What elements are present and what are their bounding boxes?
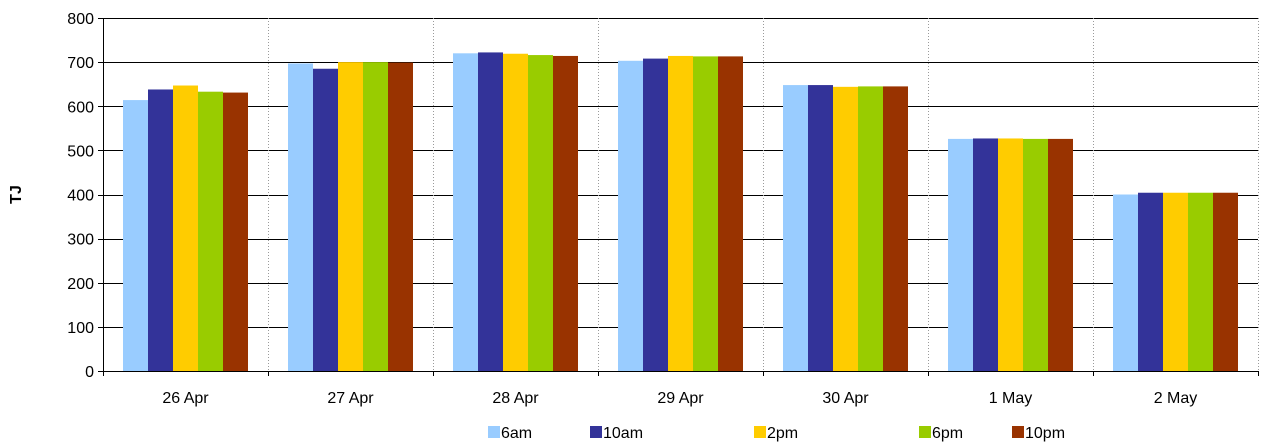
bar-6pm-30-apr xyxy=(858,86,883,372)
legend: 6am 10am 2pm 6pm 10pm xyxy=(488,425,1065,442)
x-tick-label: 28 Apr xyxy=(492,390,539,407)
bar-10am-27-apr xyxy=(313,68,338,372)
bar-10pm-30-apr xyxy=(883,86,908,372)
legend-label: 2pm xyxy=(767,425,798,442)
bar-2pm-29-apr xyxy=(668,55,693,371)
x-tick-label: 30 Apr xyxy=(822,390,869,407)
bar-2pm-30-apr xyxy=(833,86,858,372)
x-tick-label: 29 Apr xyxy=(657,390,704,407)
x-tick-label: 2 May xyxy=(1154,390,1198,407)
legend-item-10am: 10am xyxy=(590,425,643,442)
bar-6am-29-apr xyxy=(618,60,643,372)
bar-6pm-26-apr xyxy=(198,91,223,371)
legend-item-10pm: 10pm xyxy=(1012,425,1065,442)
bar-10pm-28-apr xyxy=(553,55,578,371)
y-tick-label: 400 xyxy=(67,188,94,205)
x-tick-label: 27 Apr xyxy=(327,390,374,407)
bar-10am-29-apr xyxy=(643,58,668,371)
y-axis-tick-labels: 0 100 200 300 400 500 600 700 800 xyxy=(67,11,94,381)
bar-6pm-27-apr xyxy=(363,62,388,371)
bar-10am-2-may xyxy=(1138,192,1163,371)
bar-6am-1-may xyxy=(948,138,973,371)
bar-6am-30-apr xyxy=(783,85,808,371)
chart-axes xyxy=(98,18,1259,376)
legend-swatch xyxy=(590,426,602,438)
y-tick-label: 800 xyxy=(67,11,94,28)
bar-10pm-27-apr xyxy=(388,62,413,371)
bar-2pm-27-apr xyxy=(338,62,363,371)
bar-2pm-2-may xyxy=(1163,192,1188,371)
y-axis-title: TJ xyxy=(8,185,25,204)
legend-swatch xyxy=(488,426,500,438)
x-axis-tick-labels: 26 Apr 27 Apr 28 Apr 29 Apr 30 Apr 1 May 2 May xyxy=(162,390,1197,407)
y-tick-label: 100 xyxy=(67,320,94,337)
bar-2pm-1-may xyxy=(998,138,1023,371)
legend-label: 6pm xyxy=(932,425,963,442)
legend-swatch xyxy=(919,426,931,438)
bar-6am-27-apr xyxy=(288,63,313,371)
legend-swatch xyxy=(1012,426,1024,438)
bar-10pm-1-may xyxy=(1048,138,1073,371)
bar-10pm-29-apr xyxy=(718,56,743,372)
bar-10pm-2-may xyxy=(1213,192,1238,371)
bar-6pm-2-may xyxy=(1188,192,1213,371)
bar-6am-2-may xyxy=(1113,194,1138,371)
bar-10am-26-apr xyxy=(148,89,173,372)
x-tick-label: 1 May xyxy=(989,390,1033,407)
y-tick-label: 600 xyxy=(67,99,94,116)
bar-10am-30-apr xyxy=(808,85,833,371)
legend-item-2pm: 2pm xyxy=(754,425,798,442)
y-tick-label: 300 xyxy=(67,232,94,249)
legend-label: 10am xyxy=(603,425,643,442)
chart-bars xyxy=(123,52,1238,372)
bar-6pm-29-apr xyxy=(693,56,718,372)
y-tick-label: 500 xyxy=(67,143,94,160)
bar-10am-1-may xyxy=(973,138,998,371)
y-tick-label: 700 xyxy=(67,55,94,72)
y-tick-label: 0 xyxy=(85,364,94,381)
legend-swatch xyxy=(754,426,766,438)
legend-item-6pm: 6pm xyxy=(919,425,963,442)
y-tick-label: 200 xyxy=(67,276,94,293)
legend-item-6am: 6am xyxy=(488,425,532,442)
bar-2pm-28-apr xyxy=(503,53,528,372)
legend-label: 10pm xyxy=(1025,425,1065,442)
bar-6pm-1-may xyxy=(1023,138,1048,371)
bar-2pm-26-apr xyxy=(173,85,198,371)
bar-10pm-26-apr xyxy=(223,92,248,371)
bar-6am-26-apr xyxy=(123,100,148,371)
bar-10am-28-apr xyxy=(478,52,503,371)
bar-6am-28-apr xyxy=(453,53,478,372)
legend-label: 6am xyxy=(501,425,532,442)
bar-6pm-28-apr xyxy=(528,55,553,371)
x-tick-label: 26 Apr xyxy=(162,390,209,407)
